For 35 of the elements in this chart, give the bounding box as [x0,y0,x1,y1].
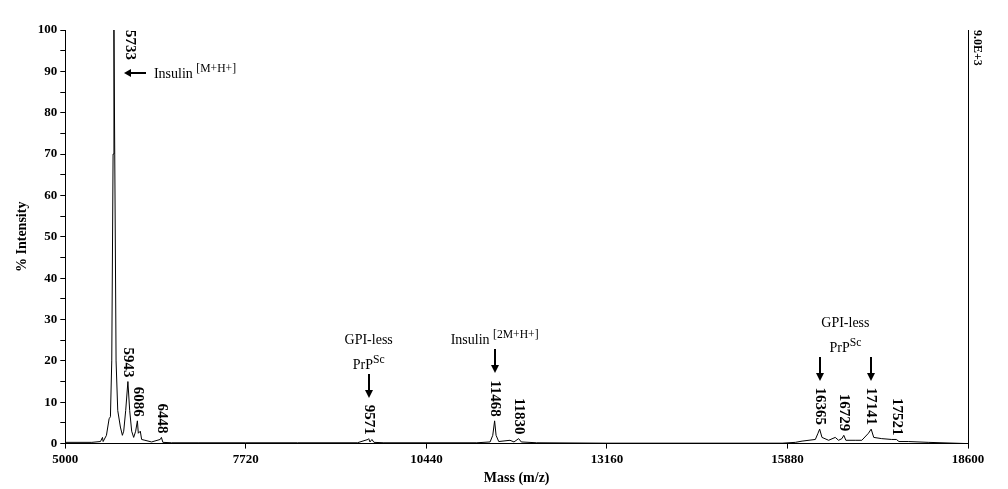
y-axis-title: % Intensity [14,201,30,272]
annotation: 6086 [130,386,147,418]
annotation: Insulin $^{[2M+H+]}$ [449,326,540,349]
annotation: Insulin $^{[M+H+]}$ [153,62,237,83]
y-tick-label: 30 [44,310,58,326]
y-tick-label: 90 [44,62,58,78]
text: 9.0E+3 [970,30,985,66]
y-tick-label: 20 [44,352,58,368]
x-tick-label: 7720 [232,450,259,466]
annotation: 16729 [836,393,853,432]
y-tick-label: 70 [44,145,58,161]
annotation: GPI-less PrP$^{Sc}$ [820,314,871,357]
y-tick-label: 10 [44,393,58,409]
x-tick-label: 13160 [590,450,624,466]
annotation: GPI-less PrP$^{Sc}$ [343,331,394,374]
annotation: 11468 [487,380,504,417]
y-tick-label: 40 [44,269,58,285]
annotation: 5733 [122,30,139,60]
annotation: 17141 [864,387,881,426]
y-tick-label: 60 [44,186,58,202]
annotation: 6448 [154,403,171,434]
x-tick-label: 10440 [410,450,443,466]
x-tick-label: 5000 [52,450,79,466]
y-tick-label: 100 [37,21,58,37]
y-tick-label: 0 [50,434,58,450]
annotation: 5943 [121,347,138,378]
annotation: 9571 [361,404,378,435]
x-tick-label: 15880 [771,450,804,466]
y-tick-label: 80 [44,104,58,120]
annotation: 17521 [889,397,906,436]
annotation: 16365 [812,387,829,426]
y-tick-label: 50 [44,228,58,244]
x-axis-title: Mass (m/z) [483,470,550,487]
x-tick-label: 18600 [951,450,985,466]
annotation: 11830 [511,397,528,435]
